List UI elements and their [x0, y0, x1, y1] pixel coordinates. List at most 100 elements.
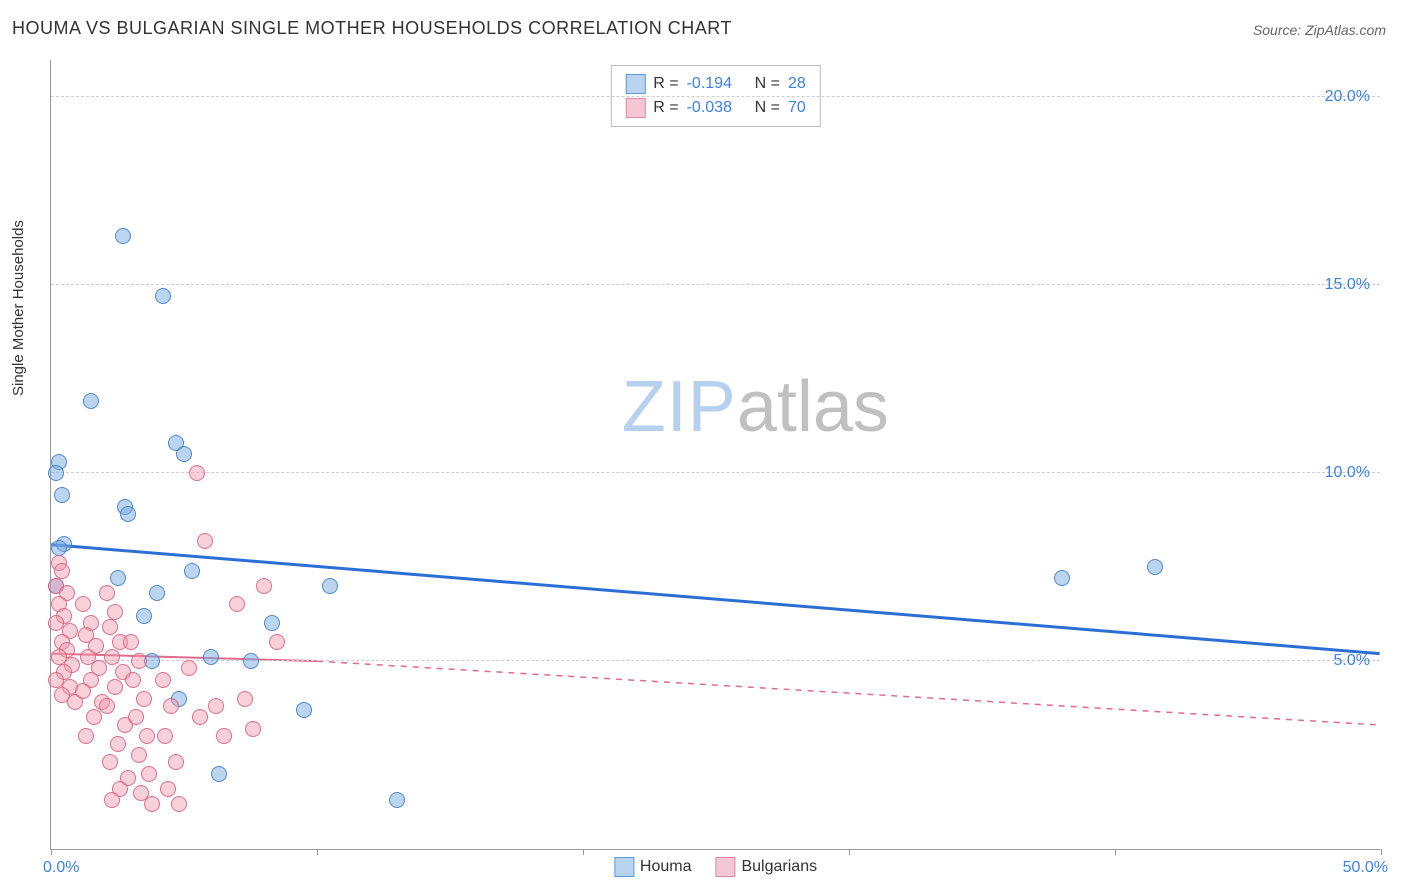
watermark-zip: ZIP — [622, 367, 737, 447]
x-tick-label: 0.0% — [43, 859, 79, 877]
swatch-bulgarians — [625, 98, 645, 118]
x-tick — [1381, 849, 1382, 855]
scatter-point — [245, 721, 261, 737]
legend-label-bulgarians: Bulgarians — [741, 858, 817, 876]
scatter-point — [139, 728, 155, 744]
scatter-point — [54, 487, 70, 503]
y-tick-label: 20.0% — [1325, 88, 1370, 106]
scatter-point — [99, 585, 115, 601]
scatter-point — [243, 653, 259, 669]
scatter-point — [102, 754, 118, 770]
gridline-h — [51, 96, 1380, 97]
scatter-point — [102, 619, 118, 635]
scatter-point — [131, 747, 147, 763]
legend-row-bulgarians: R = -0.038 N = 70 — [625, 96, 805, 120]
r-label: R = — [653, 75, 678, 93]
scatter-point — [256, 578, 272, 594]
gridline-h — [51, 284, 1380, 285]
r-value-bulgarians: -0.038 — [687, 99, 747, 117]
n-value-houma: 28 — [788, 75, 806, 93]
scatter-point — [211, 766, 227, 782]
scatter-point — [229, 596, 245, 612]
scatter-point — [1147, 559, 1163, 575]
r-value-houma: -0.194 — [687, 75, 747, 93]
watermark: ZIPatlas — [622, 366, 889, 448]
legend-label-houma: Houma — [640, 858, 692, 876]
scatter-point — [216, 728, 232, 744]
scatter-point — [264, 615, 280, 631]
scatter-point — [107, 604, 123, 620]
scatter-point — [48, 465, 64, 481]
scatter-point — [86, 709, 102, 725]
watermark-atlas: atlas — [737, 367, 889, 447]
scatter-point — [149, 585, 165, 601]
scatter-point — [110, 736, 126, 752]
scatter-point — [75, 596, 91, 612]
scatter-point — [75, 683, 91, 699]
y-tick-label: 5.0% — [1334, 652, 1370, 670]
scatter-point — [184, 563, 200, 579]
scatter-point — [128, 709, 144, 725]
source-label: Source: ZipAtlas.com — [1253, 22, 1386, 38]
swatch-houma — [625, 74, 645, 94]
legend-item-houma: Houma — [614, 857, 692, 877]
n-label: N = — [755, 99, 780, 117]
scatter-point — [322, 578, 338, 594]
scatter-point — [136, 608, 152, 624]
chart-title: HOUMA VS BULGARIAN SINGLE MOTHER HOUSEHO… — [12, 18, 732, 39]
n-value-bulgarians: 70 — [788, 99, 806, 117]
scatter-point — [110, 570, 126, 586]
scatter-point — [208, 698, 224, 714]
scatter-point — [144, 796, 160, 812]
scatter-point — [157, 728, 173, 744]
scatter-point — [136, 691, 152, 707]
scatter-point — [296, 702, 312, 718]
scatter-point — [104, 649, 120, 665]
y-axis-title: Single Mother Households — [10, 220, 27, 396]
scatter-point — [131, 653, 147, 669]
scatter-point — [160, 781, 176, 797]
scatter-point — [99, 698, 115, 714]
gridline-h — [51, 472, 1380, 473]
legend-item-bulgarians: Bulgarians — [715, 857, 817, 877]
scatter-point — [141, 766, 157, 782]
scatter-point — [51, 540, 67, 556]
y-tick-label: 10.0% — [1325, 464, 1370, 482]
scatter-point — [163, 698, 179, 714]
scatter-point — [115, 228, 131, 244]
scatter-point — [168, 754, 184, 770]
series-legend: Houma Bulgarians — [614, 857, 817, 877]
x-tick — [849, 849, 850, 855]
x-tick — [317, 849, 318, 855]
plot-area: ZIPatlas R = -0.194 N = 28 R = -0.038 N … — [50, 60, 1380, 850]
scatter-point — [269, 634, 285, 650]
scatter-point — [237, 691, 253, 707]
n-label: N = — [755, 75, 780, 93]
scatter-point — [104, 792, 120, 808]
scatter-point — [171, 796, 187, 812]
scatter-point — [176, 446, 192, 462]
scatter-point — [189, 465, 205, 481]
x-tick-label: 50.0% — [1343, 859, 1388, 877]
scatter-point — [107, 679, 123, 695]
scatter-point — [120, 506, 136, 522]
scatter-point — [181, 660, 197, 676]
scatter-point — [155, 288, 171, 304]
x-tick — [1115, 849, 1116, 855]
scatter-point — [1054, 570, 1070, 586]
swatch-bulgarians-icon — [715, 857, 735, 877]
legend-row-houma: R = -0.194 N = 28 — [625, 72, 805, 96]
scatter-point — [197, 533, 213, 549]
scatter-point — [125, 672, 141, 688]
scatter-point — [123, 634, 139, 650]
x-tick — [51, 849, 52, 855]
scatter-point — [54, 563, 70, 579]
scatter-point — [78, 728, 94, 744]
y-tick-label: 15.0% — [1325, 276, 1370, 294]
scatter-point — [192, 709, 208, 725]
scatter-point — [83, 393, 99, 409]
swatch-houma-icon — [614, 857, 634, 877]
scatter-point — [389, 792, 405, 808]
r-label: R = — [653, 99, 678, 117]
scatter-point — [203, 649, 219, 665]
